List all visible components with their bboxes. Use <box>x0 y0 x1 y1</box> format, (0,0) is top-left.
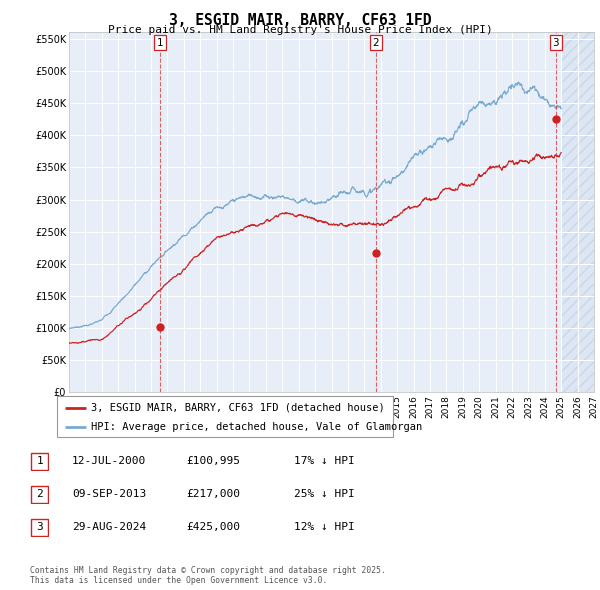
Bar <box>561 32 594 392</box>
Text: 17% ↓ HPI: 17% ↓ HPI <box>294 457 355 466</box>
Text: 09-SEP-2013: 09-SEP-2013 <box>72 490 146 499</box>
Text: 1: 1 <box>157 38 163 48</box>
Text: 2: 2 <box>36 490 43 499</box>
Text: 3, ESGID MAIR, BARRY, CF63 1FD (detached house): 3, ESGID MAIR, BARRY, CF63 1FD (detached… <box>91 403 385 413</box>
Text: £100,995: £100,995 <box>186 457 240 466</box>
FancyBboxPatch shape <box>31 453 48 470</box>
Text: 12% ↓ HPI: 12% ↓ HPI <box>294 523 355 532</box>
Text: 29-AUG-2024: 29-AUG-2024 <box>72 523 146 532</box>
FancyBboxPatch shape <box>57 396 393 437</box>
Text: £217,000: £217,000 <box>186 490 240 499</box>
FancyBboxPatch shape <box>31 486 48 503</box>
Text: £425,000: £425,000 <box>186 523 240 532</box>
Text: 3: 3 <box>36 523 43 532</box>
Text: Price paid vs. HM Land Registry's House Price Index (HPI): Price paid vs. HM Land Registry's House … <box>107 25 493 35</box>
Text: 3, ESGID MAIR, BARRY, CF63 1FD: 3, ESGID MAIR, BARRY, CF63 1FD <box>169 13 431 28</box>
FancyBboxPatch shape <box>31 519 48 536</box>
Text: 12-JUL-2000: 12-JUL-2000 <box>72 457 146 466</box>
Text: 1: 1 <box>36 457 43 466</box>
Text: 3: 3 <box>552 38 559 48</box>
Text: Contains HM Land Registry data © Crown copyright and database right 2025.
This d: Contains HM Land Registry data © Crown c… <box>30 566 386 585</box>
Text: HPI: Average price, detached house, Vale of Glamorgan: HPI: Average price, detached house, Vale… <box>91 422 422 431</box>
Text: 2: 2 <box>373 38 379 48</box>
Text: 25% ↓ HPI: 25% ↓ HPI <box>294 490 355 499</box>
